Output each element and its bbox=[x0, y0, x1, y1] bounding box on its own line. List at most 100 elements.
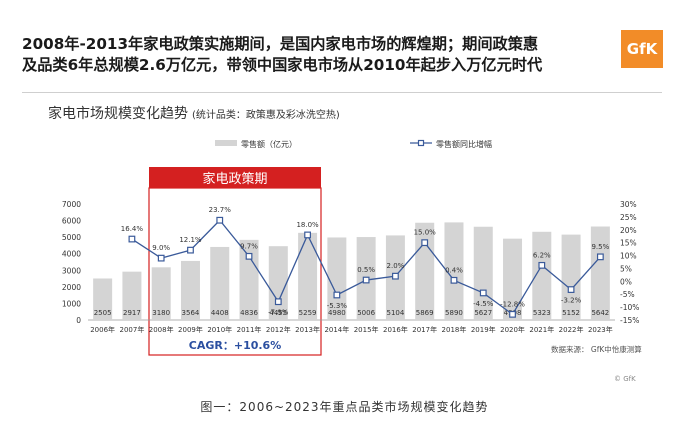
growth-marker bbox=[128, 235, 136, 243]
bar-value-label: 4408 bbox=[211, 309, 229, 317]
header-divider bbox=[22, 92, 662, 93]
legend-bar-label: 零售额（亿元） bbox=[241, 139, 297, 149]
growth-value-label: 15.0% bbox=[414, 229, 437, 237]
growth-marker bbox=[187, 246, 194, 254]
bar-value-label: 4455 bbox=[269, 309, 287, 317]
policy-period-frame bbox=[148, 187, 322, 356]
left-axis-tick-label: 2000 bbox=[62, 283, 81, 292]
growth-value-label: 16.4% bbox=[121, 225, 144, 233]
growth-value-label: 9.7% bbox=[240, 242, 258, 250]
growth-marker bbox=[509, 310, 516, 318]
right-axis-tick-label: 25% bbox=[620, 213, 637, 222]
right-axis-tick-label: 30% bbox=[620, 200, 637, 209]
bar bbox=[532, 231, 552, 320]
bar bbox=[327, 237, 347, 320]
growth-marker bbox=[362, 276, 370, 284]
growth-marker bbox=[479, 289, 487, 297]
right-axis-tick-label: 0% bbox=[620, 277, 632, 286]
bar bbox=[151, 267, 171, 320]
headline-line-1: 2008年-2013年家电政策实施期间，是国内家电市场的辉煌期；期间政策惠 bbox=[22, 35, 539, 53]
right-axis-tick-label: -10% bbox=[620, 303, 639, 312]
growth-marker bbox=[567, 286, 575, 293]
bar-value-label: 4836 bbox=[240, 309, 258, 317]
right-axis: -15% -10% -5% 0% 5% 10% 15% 20% 25% 30% bbox=[620, 200, 639, 325]
headline-line-2: 及品类6年总规模2.6万亿元，带领中国家电市场从2010年起步入万亿元时代 bbox=[22, 56, 543, 74]
bar bbox=[590, 226, 610, 320]
growth-value-label: 18.0% bbox=[296, 221, 319, 229]
growth-value-label: 23.7% bbox=[209, 206, 232, 214]
x-axis-tick-label: 2013年 bbox=[295, 325, 320, 334]
bar bbox=[415, 222, 435, 320]
bar-series bbox=[93, 222, 610, 320]
x-axis-tick-label: 2012年 bbox=[266, 325, 291, 334]
bar bbox=[180, 260, 200, 320]
x-axis-tick-label: 2020年 bbox=[500, 325, 525, 334]
bar bbox=[268, 246, 288, 320]
policy-period-label bbox=[149, 167, 321, 188]
x-axis-tick-label: 2010年 bbox=[207, 325, 232, 334]
growth-value-label: 9.0% bbox=[152, 244, 170, 252]
growth-value-label: -7.9% bbox=[268, 309, 289, 317]
x-axis-tick-label: 2014年 bbox=[324, 325, 349, 334]
figure-caption: 图一：2006~2023年重点品类市场规模变化趋势 bbox=[200, 400, 489, 414]
bar-value-label: 5627 bbox=[474, 309, 492, 317]
x-axis-tick-labels: 2006年 2007年 2008年 2009年 2010年 2011年 2012年 2013年… bbox=[90, 325, 613, 334]
growth-marker bbox=[421, 239, 429, 247]
cagr-annotation: CAGR：+10.6% bbox=[189, 339, 281, 352]
bar-value-label: 3564 bbox=[182, 309, 200, 317]
x-axis-tick-label: 2021年 bbox=[529, 325, 554, 334]
x-axis-tick-label: 2006年 bbox=[90, 325, 115, 334]
right-axis-tick-label: 20% bbox=[620, 226, 637, 235]
growth-value-label: -12.8% bbox=[500, 300, 525, 308]
bar-value-label: 5642 bbox=[591, 309, 609, 317]
growth-marker bbox=[538, 261, 546, 269]
bar bbox=[210, 246, 230, 320]
bar-value-label: 3180 bbox=[152, 309, 170, 317]
bar bbox=[93, 278, 113, 320]
x-axis-tick-label: 2015年 bbox=[354, 325, 379, 334]
x-axis-tick-label: 2016年 bbox=[383, 325, 408, 334]
left-axis-tick-label: 4000 bbox=[62, 250, 81, 259]
right-axis-tick-label: 5% bbox=[620, 264, 632, 273]
right-axis-tick-label: -5% bbox=[620, 290, 635, 299]
bar-value-label: 5006 bbox=[357, 309, 375, 317]
left-axis-tick-label: 3000 bbox=[62, 266, 81, 275]
growth-marker bbox=[245, 252, 253, 260]
bar bbox=[503, 238, 523, 320]
growth-marker bbox=[596, 253, 604, 261]
legend-line-label: 零售额同比增幅 bbox=[436, 139, 492, 149]
right-axis-tick-label: 10% bbox=[620, 252, 637, 261]
policy-period-label-text: 家电政策期 bbox=[202, 171, 267, 187]
left-axis-tick-label: 0 bbox=[76, 316, 81, 325]
x-axis-tick-label: 2022年 bbox=[559, 325, 584, 334]
x-axis-tick-label: 2011年 bbox=[237, 325, 262, 334]
copyright-note: © GfK bbox=[614, 375, 636, 383]
growth-value-label: -3.2% bbox=[561, 297, 582, 305]
left-axis-tick-label: 6000 bbox=[62, 217, 81, 226]
growth-value-label: -5.3% bbox=[327, 302, 348, 310]
bar bbox=[122, 271, 142, 320]
left-axis-tick-label: 5000 bbox=[62, 233, 81, 242]
growth-marker bbox=[392, 272, 399, 280]
growth-value-label: 0.4% bbox=[445, 266, 463, 274]
bar bbox=[561, 234, 581, 320]
x-axis-tick-label: 2023年 bbox=[588, 325, 613, 334]
growth-value-label: 12.1% bbox=[179, 236, 202, 244]
gfk-logo: GfK bbox=[621, 30, 663, 68]
right-axis-tick-label: 15% bbox=[620, 239, 637, 248]
left-axis-tick-label: 7000 bbox=[62, 200, 81, 209]
bar-value-label: 5259 bbox=[299, 309, 317, 317]
legend-bar-swatch bbox=[215, 140, 237, 146]
legend-line-marker bbox=[417, 139, 425, 147]
x-axis-tick-label: 2019年 bbox=[471, 325, 496, 334]
growth-value-labels: 16.4% 9.0% 12.1% 23.7% 9.7% -7.9% 18.0% -5.3% 0.… bbox=[121, 206, 610, 316]
x-axis-tick-label: 2017年 bbox=[412, 325, 437, 334]
bar-value-labels: 2505 2917 3180 3564 4408 4836 4455 5259 4980 5006… bbox=[94, 309, 610, 317]
growth-marker bbox=[450, 276, 458, 284]
x-axis-tick-label: 2007年 bbox=[120, 325, 145, 334]
growth-value-label: 9.5% bbox=[591, 243, 609, 251]
bar-value-label: 5323 bbox=[533, 309, 551, 317]
growth-marker bbox=[304, 231, 311, 239]
growth-value-label: -4.5% bbox=[473, 300, 494, 308]
